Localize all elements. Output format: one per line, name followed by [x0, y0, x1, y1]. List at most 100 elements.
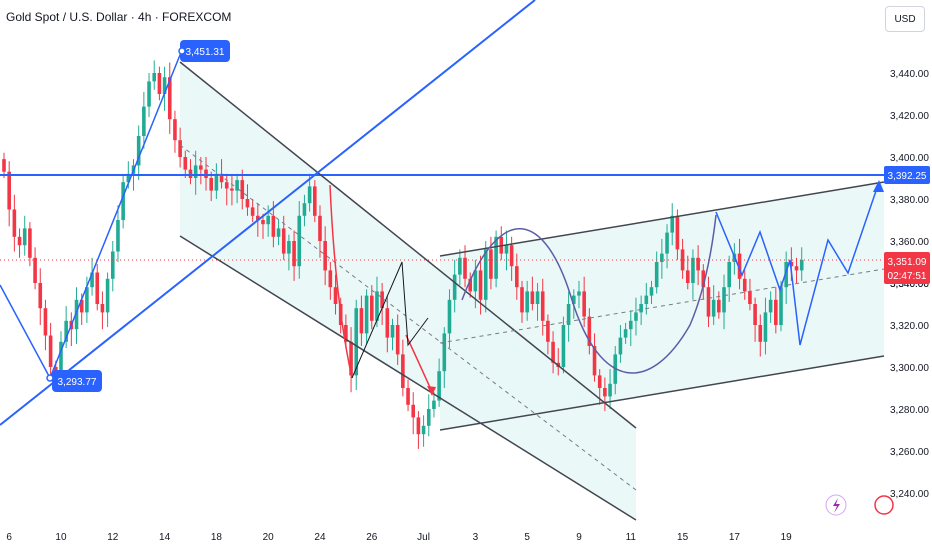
candle-body [566, 304, 571, 325]
candle-body [452, 274, 457, 300]
candle-body [504, 245, 509, 254]
candle-body [411, 404, 416, 418]
candle-body [126, 173, 131, 183]
candle-body [266, 215, 270, 225]
x-tick-label: 26 [366, 532, 378, 543]
candle-body [546, 320, 550, 342]
candle-body [250, 207, 255, 216]
candle-body [323, 241, 327, 271]
candle-body [706, 287, 711, 317]
candle-body [105, 278, 110, 313]
current-price-text: 3,351.09 [888, 257, 927, 268]
candle-body [307, 186, 312, 204]
candle-body [380, 291, 384, 309]
candle-body [2, 159, 6, 172]
ascending-channel-lower [439, 355, 885, 431]
candle-body [204, 169, 208, 178]
y-tick-label: 3,440.00 [890, 69, 929, 80]
price-labels: 3,451.31 3,293.77 3,392.25 3,340.00 3,351.09… [46, 40, 930, 516]
candle-body [64, 320, 68, 342]
candle-body [344, 325, 348, 342]
candle-body [157, 73, 162, 94]
descending-channel-upper [179, 61, 637, 429]
candle-body [59, 341, 63, 376]
chart-title: Gold Spot / U.S. Dollar · 4h · FOREXCOM [6, 10, 232, 24]
candle-body [17, 236, 22, 246]
candle-body [628, 320, 633, 330]
trend-drawings [0, 0, 885, 521]
candlestick-series [2, 60, 804, 449]
candle-body [478, 270, 483, 300]
y-tick-label-3340: 3,340.00 [890, 279, 929, 290]
candle-body [230, 188, 234, 191]
candle-body [618, 337, 623, 355]
candle-body [375, 291, 379, 321]
candle-body [458, 257, 462, 275]
candle-body [644, 295, 649, 304]
candle-body [297, 215, 302, 267]
y-tick-label: 3,280.00 [890, 405, 929, 416]
candle-body [421, 425, 426, 435]
candle-body [727, 262, 731, 288]
candle-body [582, 291, 586, 317]
x-tick-label: 3 [473, 532, 479, 543]
candle-body [577, 291, 581, 296]
candle-body [12, 209, 17, 237]
y-axis: 3,440.00 3,420.00 3,400.00 3,380.00 3,360.00… [890, 69, 929, 500]
projection-arrowhead [873, 180, 884, 192]
low-point-marker [46, 374, 54, 382]
candle-body [742, 278, 747, 292]
candle-body [121, 182, 125, 220]
candle-body [665, 232, 669, 254]
cycle-wave-curve [461, 214, 717, 374]
y-tick-label: 3,400.00 [890, 153, 929, 164]
candle-body [675, 215, 680, 250]
candle-body [406, 388, 410, 405]
x-tick-label: 5 [524, 532, 530, 543]
candle-body [349, 341, 353, 376]
candle-body [551, 341, 555, 363]
x-tick-label: 17 [729, 532, 741, 543]
candle-body [779, 287, 783, 325]
candle-body [240, 180, 245, 199]
low-price-label [52, 370, 102, 392]
x-tick-label: 12 [107, 532, 119, 543]
candle-body [592, 346, 597, 376]
high-point-marker [178, 47, 186, 55]
rising-trendline [0, 0, 536, 426]
candle-body [540, 291, 545, 321]
candle-body [245, 199, 250, 208]
y-tick-label: 3,240.00 [890, 489, 929, 500]
candle-body [85, 287, 89, 313]
low-price-text: 3,293.77 [58, 377, 97, 388]
candle-body [359, 308, 364, 334]
candle-body [468, 278, 472, 292]
candle-body [722, 287, 726, 313]
high-price-text: 3,451.31 [186, 47, 225, 58]
candle-body [369, 295, 374, 321]
candle-body [463, 257, 467, 279]
candle-body [794, 266, 799, 271]
candle-body [48, 335, 53, 367]
x-tick-label: 9 [576, 532, 582, 543]
y-tick-label: 3,260.00 [890, 447, 929, 458]
candle-body [649, 287, 654, 296]
event-icon[interactable] [874, 495, 894, 515]
swing-leg-line [0, 49, 183, 380]
currency-selector[interactable]: USD [885, 6, 925, 32]
candle-body [784, 262, 788, 288]
candle-body [142, 106, 146, 136]
candle-body [597, 375, 602, 388]
candle-body [235, 180, 239, 191]
x-tick-label: 19 [781, 532, 793, 543]
candle-body [152, 73, 157, 82]
zigzag-pattern [351, 261, 429, 379]
candle-body [401, 354, 405, 388]
x-tick-label: 18 [211, 532, 223, 543]
candle-body [281, 228, 286, 254]
candle-body [354, 308, 359, 376]
x-tick-label: 11 [626, 532, 637, 543]
candle-body [90, 272, 94, 288]
candle-body [608, 383, 612, 397]
